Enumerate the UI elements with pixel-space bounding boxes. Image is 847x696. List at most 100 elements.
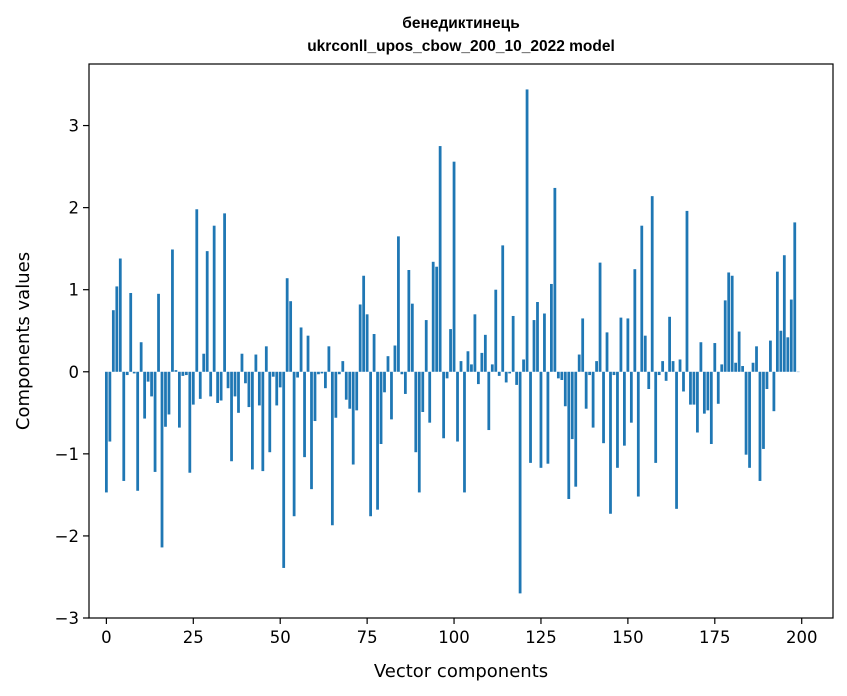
bar-51 [282, 371, 286, 568]
bar-85 [400, 371, 404, 375]
bar-110 [487, 371, 491, 431]
bar-95 [435, 266, 439, 372]
bar-154 [640, 225, 644, 372]
bar-84 [397, 236, 400, 372]
bar-79 [379, 371, 383, 445]
bar-182 [737, 331, 741, 372]
bar-173 [706, 371, 710, 411]
bar-74 [362, 275, 366, 372]
bar-76 [369, 371, 372, 517]
bar-90 [417, 371, 421, 493]
bar-57 [303, 371, 306, 458]
bar-198 [793, 222, 797, 372]
bar-12 [146, 371, 150, 382]
bar-66 [334, 371, 338, 418]
bar-78 [376, 371, 379, 510]
bar-20 [174, 370, 178, 372]
bar-4 [118, 258, 122, 372]
bar-144 [605, 332, 609, 372]
bar-27 [198, 371, 202, 399]
bar-88 [410, 303, 414, 372]
bar-98 [445, 371, 449, 379]
bar-119 [518, 371, 522, 594]
bar-191 [769, 340, 772, 372]
bar-97 [442, 371, 446, 439]
bar-92 [424, 320, 428, 372]
bar-125 [539, 371, 543, 468]
bar-35 [226, 371, 230, 389]
bar-147 [616, 371, 619, 468]
bar-190 [765, 371, 769, 390]
bar-87 [407, 270, 411, 372]
bar-160 [661, 361, 665, 372]
bar-183 [741, 366, 744, 372]
bar-120 [522, 359, 525, 372]
bar-136 [577, 354, 581, 372]
bar-174 [709, 371, 713, 445]
bar-115 [504, 371, 508, 383]
bar-167 [685, 210, 689, 372]
bar-99 [449, 329, 452, 372]
bar-7 [129, 292, 133, 372]
bar-19 [171, 249, 174, 372]
bar-171 [699, 342, 703, 372]
bar-59 [310, 371, 313, 490]
bar-178 [723, 300, 727, 372]
bar-48 [271, 371, 275, 377]
bar-143 [602, 371, 605, 444]
bar-118 [515, 371, 519, 385]
bar-126 [543, 313, 546, 372]
bar-108 [480, 352, 484, 372]
bar-31 [212, 225, 216, 372]
bar-192 [772, 371, 776, 412]
bar-41 [247, 371, 251, 408]
chart-subtitle: ukrconll_upos_cbow_200_10_2022 model [307, 38, 615, 55]
bar-128 [550, 283, 553, 372]
bar-106 [473, 314, 477, 372]
bar-67 [337, 371, 341, 375]
bar-11 [143, 371, 147, 419]
bar-62 [320, 371, 324, 374]
bar-150 [626, 318, 630, 372]
chart-title: бенедиктинець [402, 15, 519, 32]
bar-69 [344, 371, 348, 400]
y-tick-label--3: −3 [55, 609, 79, 628]
bar-5 [122, 371, 126, 481]
bar-185 [748, 371, 751, 468]
bar-72 [355, 371, 359, 411]
bar-164 [675, 371, 678, 509]
y-tick-label-0: 0 [69, 363, 80, 382]
bar-63 [324, 371, 327, 389]
bar-3 [115, 286, 119, 372]
x-tick-label-50: 50 [270, 628, 291, 647]
bar-91 [421, 371, 425, 412]
bar-145 [609, 371, 612, 514]
bar-189 [762, 371, 765, 449]
bar-138 [584, 371, 588, 409]
bar-55 [296, 371, 299, 378]
bar-94 [431, 261, 435, 372]
bar-112 [494, 289, 498, 372]
bar-52 [285, 278, 289, 372]
bar-8 [132, 371, 136, 374]
bar-124 [536, 302, 539, 372]
y-tick-label-1: 1 [69, 281, 80, 300]
y-tick-label--1: −1 [55, 445, 79, 464]
bar-149 [623, 371, 626, 446]
bar-21 [178, 371, 181, 428]
bar-146 [612, 371, 616, 376]
y-tick-label-3: 3 [69, 117, 80, 136]
bar-14 [153, 371, 157, 472]
bar-38 [237, 371, 240, 413]
bar-89 [414, 371, 418, 453]
bar-175 [713, 343, 717, 372]
bar-83 [393, 345, 397, 372]
bar-58 [306, 335, 310, 372]
bar-32 [216, 371, 220, 403]
bar-187 [755, 346, 758, 372]
bar-36 [230, 371, 233, 462]
bar-30 [209, 371, 213, 397]
bar-75 [365, 314, 369, 372]
bar-100 [452, 161, 456, 372]
bar-71 [351, 371, 355, 465]
